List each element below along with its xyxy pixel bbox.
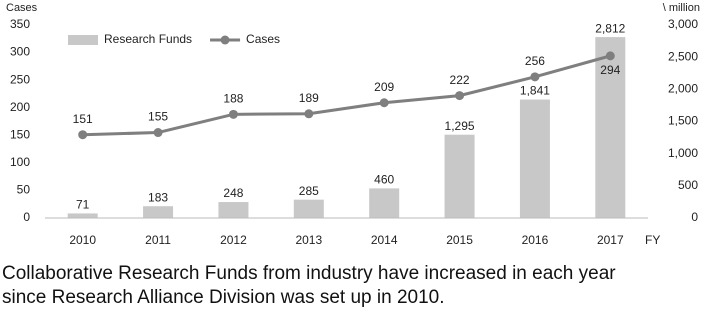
x-axis-label: FY [645,233,660,247]
line-marker [605,51,615,61]
bar [595,37,626,218]
bar-value-label: 248 [223,186,243,200]
y-tick-label: 250 [10,72,30,86]
bar-value-label: 1,295 [445,119,475,133]
bar [369,188,400,218]
line-marker [455,91,465,101]
y-tick-label: 300 [10,45,30,59]
line-marker [228,109,238,119]
y2-tick-label: 0 [691,210,698,224]
line-value-label: 209 [374,80,394,94]
legend-label: Research Funds [104,32,192,46]
x-tick-label: 2012 [220,233,247,247]
bar [444,134,475,218]
y-tick-label: 0 [23,210,30,224]
y-tick-label: 100 [10,155,30,169]
x-tick-label: 2015 [446,233,473,247]
caption: Collaborative Research Funds from indust… [2,263,616,284]
y-axis-label: Cases [6,2,38,14]
bar-value-label: 285 [299,184,319,198]
line-value-label: 256 [525,54,545,68]
bar-value-label: 183 [148,190,168,204]
x-tick-label: 2010 [69,233,96,247]
y-tick-label: 200 [10,100,30,114]
line-marker [153,128,163,138]
y-tick-label: 150 [10,127,30,141]
line-value-label: 155 [148,110,168,124]
line-value-label: 151 [73,112,93,126]
y2-tick-label: 3,000 [668,17,698,31]
bar-value-label: 1,841 [520,84,550,98]
y2-tick-label: 2,500 [668,49,698,63]
line [82,54,611,137]
x-tick-label: 2016 [522,233,549,247]
y-tick-label: 50 [17,183,31,197]
x-tick-label: 2013 [295,233,322,247]
line-marker [530,72,540,82]
y-tick-label: 350 [10,17,30,31]
bar-value-label: 71 [76,198,90,212]
caption: since Research Alliance Division was set… [2,287,445,308]
line-marker [78,130,88,140]
bar [67,213,98,218]
bar-value-label: 2,812 [595,21,625,35]
line-marker [379,98,389,108]
y2-tick-label: 1,000 [668,146,698,160]
legend-swatch [68,35,98,45]
bar [519,99,550,218]
y2-tick-label: 2,000 [668,82,698,96]
line-value-label: 189 [299,91,319,105]
bar [218,202,249,218]
legend-label: Cases [246,32,280,46]
line-value-label: 222 [450,73,470,87]
y2-tick-label: 500 [678,178,698,192]
y2-tick-label: 1,500 [668,114,698,128]
y2-axis-label: \ million [663,2,700,14]
bar [143,206,174,218]
line-value-label: 294 [600,63,620,77]
legend-swatch [220,35,230,45]
line-value-label: 188 [223,92,243,106]
bar [293,199,324,218]
x-tick-label: 2014 [371,233,398,247]
x-tick-label: 2011 [145,233,171,247]
bar-value-label: 460 [374,173,394,187]
line-marker [304,109,314,119]
x-tick-label: 2017 [597,233,624,247]
